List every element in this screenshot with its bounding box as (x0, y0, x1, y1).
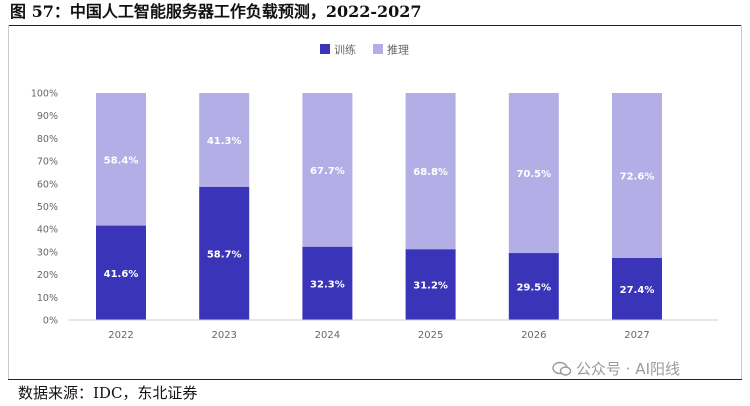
data-label-inference: 58.4% (104, 155, 139, 166)
x-tick-label: 2022 (108, 330, 133, 341)
y-tick-label: 0% (43, 316, 58, 327)
legend-label-training: 训练 (334, 43, 356, 57)
legend-label-inference: 推理 (387, 43, 409, 57)
x-axis: 2022 2023 2024 2025 2026 2027 (68, 319, 718, 341)
bar-segment-training (302, 246, 353, 320)
y-tick-label: 40% (37, 225, 58, 236)
bar-segment-training (612, 257, 662, 320)
bar-segment-training (405, 249, 456, 320)
stacked-bar-chart: 训练 推理 0% 10% 20% 30% 40% 50% 60% 70% 80% 90% 100% 4… (31, 43, 718, 341)
x-tick-label: 2025 (418, 330, 443, 341)
figure-title: 图 57：中国人工智能服务器工作负载预测，2022-2027 (10, 2, 422, 21)
bar-segment-training (96, 225, 146, 320)
wechat-icon (552, 361, 572, 377)
y-tick-label: 50% (37, 202, 58, 213)
y-tick-label: 60% (37, 179, 58, 190)
bar-segment-inference (612, 93, 662, 258)
y-tick-label: 90% (37, 111, 58, 122)
y-tick-label: 10% (37, 293, 58, 304)
watermark: 公众号 · AI阳线 (552, 358, 680, 379)
data-label-inference: 41.3% (207, 136, 242, 147)
data-label-training: 27.4% (620, 285, 655, 296)
bar-segment-training (199, 186, 250, 320)
title-rule (8, 25, 742, 26)
data-label-training: 29.5% (516, 283, 551, 294)
data-label-inference: 70.5% (516, 169, 551, 180)
data-label-training: 31.2% (413, 281, 448, 292)
y-tick-label: 30% (37, 247, 58, 258)
legend-swatch-training (320, 44, 330, 54)
watermark-text: 公众号 · AI阳线 (576, 360, 680, 378)
data-label-inference: 72.6% (620, 171, 655, 182)
x-tick-label: 2026 (521, 330, 546, 341)
source-rule (8, 379, 742, 380)
y-axis: 0% 10% 20% 30% 40% 50% 60% 70% 80% 90% 100% (31, 89, 58, 327)
data-label-training: 58.7% (207, 249, 242, 260)
data-label-training: 41.6% (104, 269, 139, 280)
chart-panel: 训练 推理 0% 10% 20% 30% 40% 50% 60% 70% 80% 90% 100% 4… (28, 33, 732, 353)
y-tick-label: 80% (37, 134, 58, 145)
frame-left-border (8, 25, 9, 379)
data-label-inference: 68.8% (413, 167, 448, 178)
bar-segment-inference (508, 93, 559, 254)
x-tick-label: 2023 (211, 330, 236, 341)
x-tick-label: 2027 (624, 330, 649, 341)
source-note: 数据来源：IDC，东北证券 (18, 384, 198, 402)
bar-segment-inference (405, 93, 456, 250)
bar-segment-training (508, 253, 559, 320)
data-label-inference: 67.7% (310, 166, 345, 177)
y-tick-label: 20% (37, 270, 58, 281)
data-label-training: 32.3% (310, 279, 345, 290)
frame-right-border (741, 25, 742, 379)
y-tick-label: 70% (37, 157, 58, 168)
bar-segment-inference (302, 93, 353, 247)
legend-swatch-inference (373, 44, 383, 54)
x-tick-label: 2024 (315, 330, 340, 341)
bar-segment-inference (96, 93, 146, 226)
bar-segment-inference (199, 93, 250, 187)
legend: 训练 推理 (320, 43, 409, 57)
bars: 41.6% 58.4% 58.7% 41.3% 32.3% 67.7% 31.2% 68.8%… (96, 93, 662, 320)
y-tick-label: 100% (31, 89, 58, 100)
